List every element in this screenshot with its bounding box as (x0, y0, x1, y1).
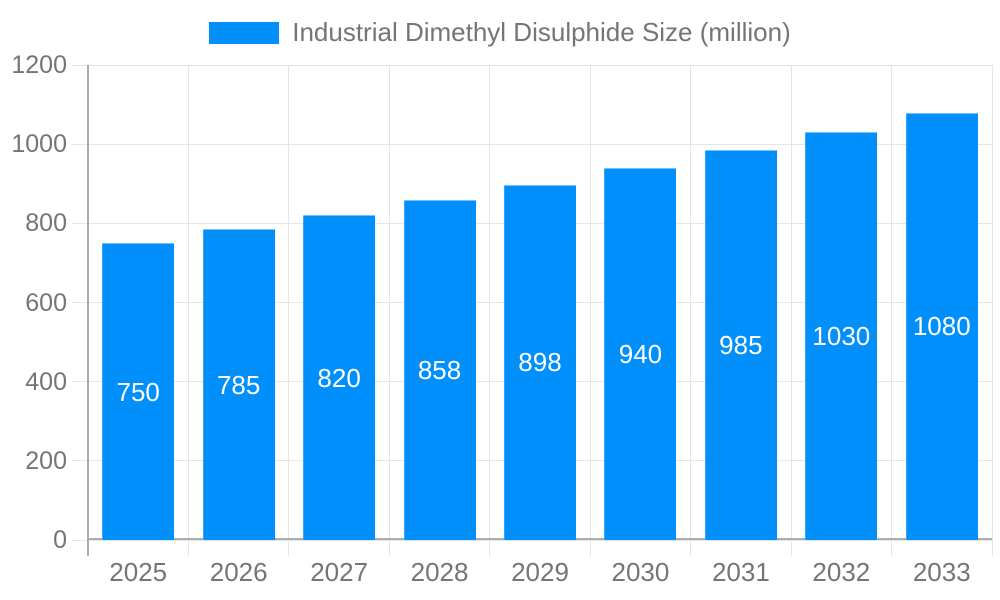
bar[interactable] (303, 215, 376, 540)
x-gridline (891, 65, 893, 556)
x-gridline (388, 65, 390, 556)
y-gridline (72, 64, 992, 66)
x-gridline (288, 65, 290, 556)
legend: Industrial Dimethyl Disulphide Size (mil… (0, 17, 1000, 48)
bar[interactable] (905, 112, 978, 540)
x-tick-label: 2033 (912, 557, 971, 587)
x-gridline (991, 65, 993, 556)
y-tick-label: 600 (25, 288, 67, 317)
bar[interactable] (504, 184, 576, 540)
y-tick-label: 400 (25, 367, 67, 396)
bar[interactable] (704, 150, 777, 540)
bar[interactable] (102, 243, 175, 540)
y-tick-label: 800 (25, 209, 67, 238)
x-gridline (790, 65, 792, 556)
x-gridline (589, 65, 591, 556)
legend-swatch (209, 21, 280, 44)
y-tick-label: 200 (25, 446, 67, 475)
x-tick-label: 2029 (511, 557, 569, 587)
x-gridline (187, 65, 189, 556)
bar[interactable] (805, 132, 878, 540)
y-gridline (72, 539, 992, 541)
x-tick-label: 2031 (711, 557, 770, 587)
bar[interactable] (202, 229, 275, 540)
bar[interactable] (403, 200, 476, 540)
x-tick-label: 2028 (410, 557, 469, 587)
x-gridline (690, 65, 692, 556)
bar[interactable] (604, 167, 677, 540)
x-tick-label: 2025 (109, 557, 168, 587)
y-axis-line (87, 65, 89, 556)
y-tick-label: 0 (53, 526, 67, 554)
y-tick-label: 1200 (11, 51, 67, 79)
x-tick-label: 2027 (310, 557, 369, 587)
x-gridline (489, 65, 491, 556)
x-tick-label: 2030 (611, 557, 670, 587)
y-gridline (72, 143, 992, 145)
plot-area: 750 785 820 858 898 940 985 1030 1080 (72, 64, 993, 556)
y-tick-label: 1000 (11, 130, 67, 159)
legend-item[interactable]: Industrial Dimethyl Disulphide Size (mil… (209, 17, 791, 48)
x-tick-label: 2026 (209, 557, 268, 587)
x-tick-label: 2032 (812, 557, 871, 587)
legend-label: Industrial Dimethyl Disulphide Size (mil… (292, 17, 791, 47)
